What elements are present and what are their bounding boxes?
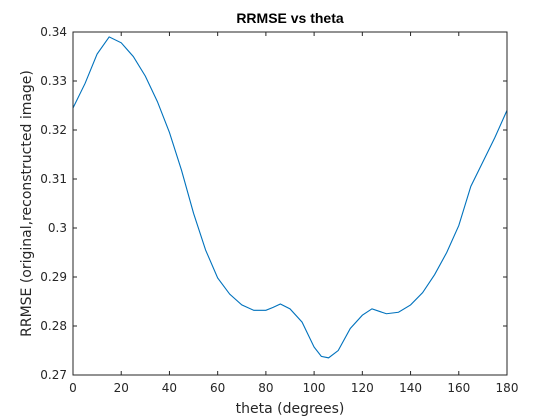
y-tick-label: 0.32 (40, 123, 67, 137)
x-tick-label: 20 (114, 381, 129, 395)
y-tick-label: 0.34 (40, 25, 67, 39)
x-tick-label: 160 (447, 381, 470, 395)
x-axis-ticks: 0 20 40 60 80 100 120 140 160 180 (69, 32, 518, 395)
y-axis-ticks: 0.27 0.28 0.29 0.3 0.31 0.32 0.33 0.34 (40, 25, 507, 382)
y-tick-label: 0.31 (40, 172, 67, 186)
x-tick-label: 140 (399, 381, 422, 395)
y-tick-label: 0.29 (40, 270, 67, 284)
plot-background (73, 32, 507, 375)
x-tick-label: 100 (303, 381, 326, 395)
y-tick-label: 0.27 (40, 368, 67, 382)
y-tick-label: 0.33 (40, 74, 67, 88)
x-axis-label: theta (degrees) (236, 401, 345, 417)
x-tick-label: 60 (210, 381, 225, 395)
y-tick-label: 0.28 (40, 319, 67, 333)
y-tick-label: 0.3 (48, 221, 67, 235)
series-line (72, 36, 508, 359)
x-tick-label: 80 (258, 381, 273, 395)
x-tick-label: 180 (496, 381, 519, 395)
x-tick-label: 120 (351, 381, 374, 395)
plot-area (72, 31, 508, 376)
y-axis-label: RRMSE (original,reconstructed image) (19, 70, 35, 337)
axes-box (72, 31, 508, 376)
chart-title: RRMSE vs theta (236, 10, 344, 26)
x-tick-label: 0 (69, 381, 77, 395)
x-tick-label: 40 (162, 381, 177, 395)
